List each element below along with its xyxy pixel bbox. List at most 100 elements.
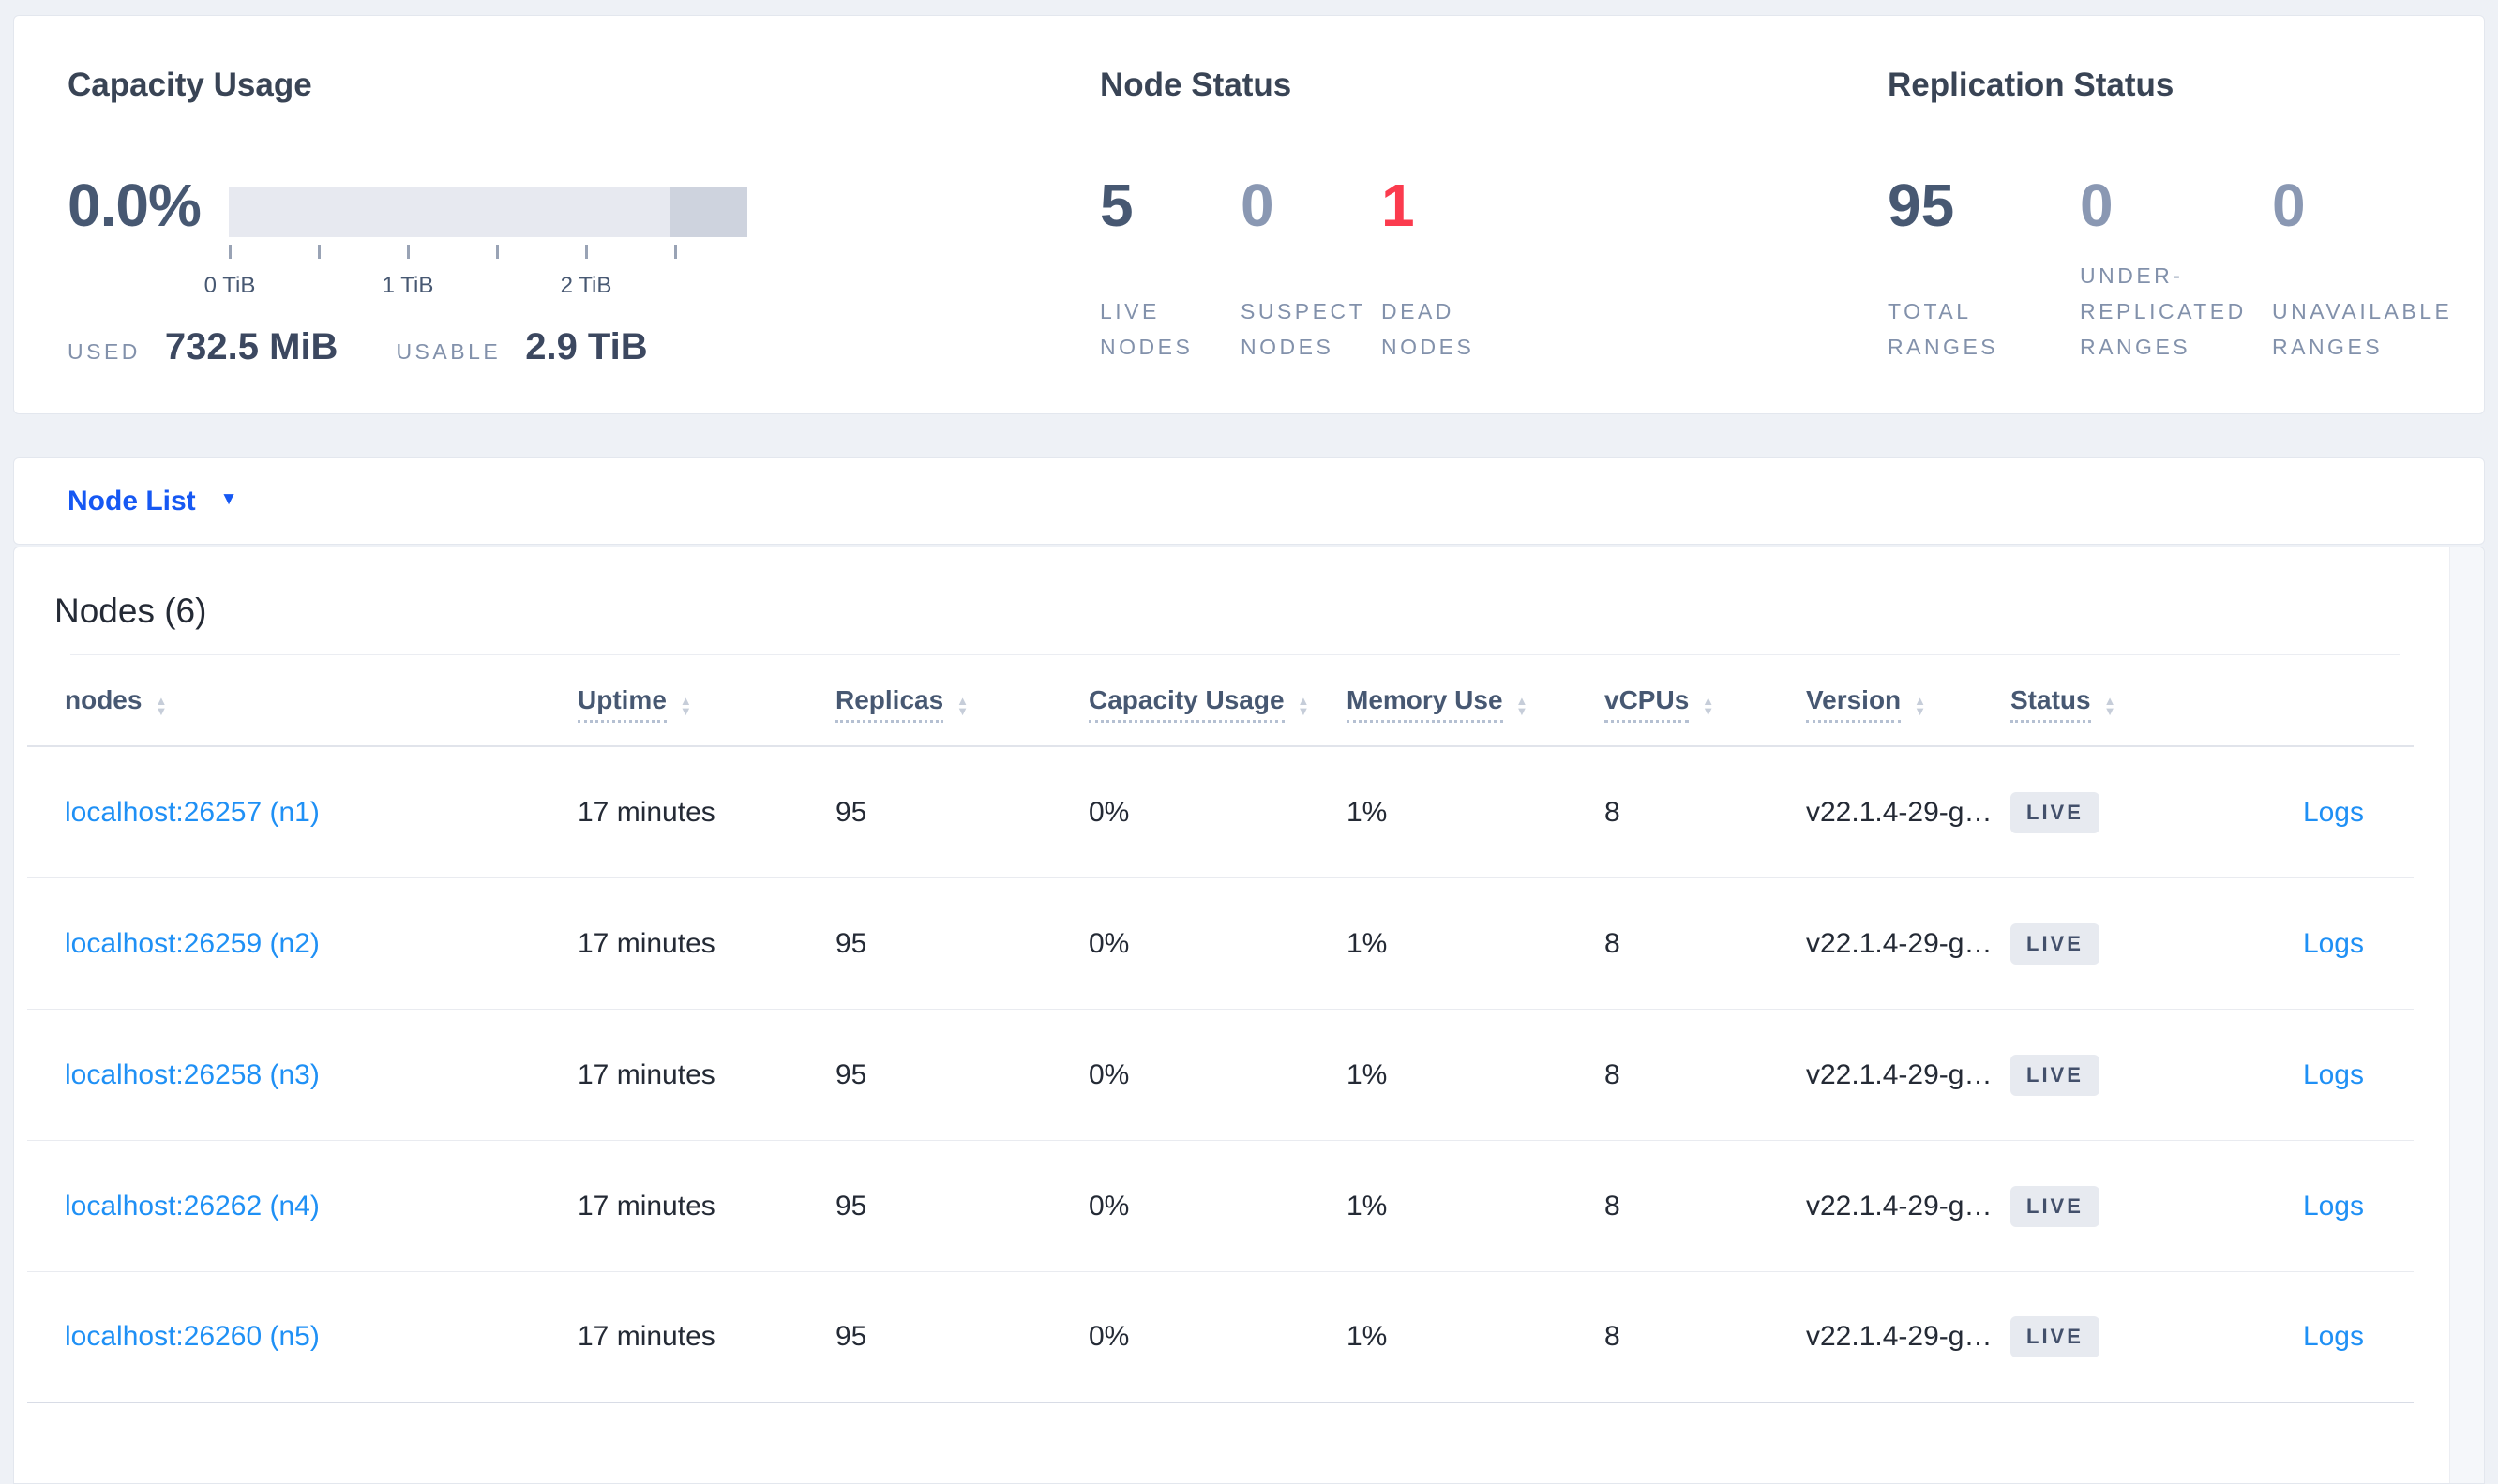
axis-tick (407, 245, 410, 259)
table-row: localhost:26259 (n2) 17 minutes 95 0% 1%… (27, 878, 2414, 1010)
status-cell: LIVE (2010, 1185, 2235, 1227)
axis-tick (318, 245, 321, 259)
replication-status-stats: 95 TOTAL RANGES 0 UNDER-REPLICATED RANGE… (1888, 172, 2464, 413)
sort-icon: ▲ ▼ (2103, 694, 2116, 718)
column-header-label: nodes (65, 685, 143, 714)
column-header[interactable]: Memory Use ▲ ▼ (1347, 685, 1604, 723)
stat-value: 0 (1241, 172, 1274, 239)
summary-stat: 0 SUSPECT NODES (1241, 172, 1381, 413)
table-header-row: nodes ▲ ▼ Uptime ▲ ▼ Replicas ▲ ▼ Capacity Usa… (27, 655, 2414, 747)
table-row: localhost:26262 (n4) 17 minutes 95 0% 1%… (27, 1141, 2414, 1272)
stat-value: 0 (2272, 172, 2306, 239)
sort-icon: ▲ ▼ (1297, 694, 1310, 718)
chevron-down-icon[interactable]: ▼ (219, 488, 238, 509)
status-cell: LIVE (2010, 791, 2235, 833)
column-header[interactable]: Status ▲ ▼ (2010, 685, 2235, 723)
axis-tick (229, 245, 232, 259)
axis-tick-label: 1 TiB (382, 273, 434, 298)
node-link[interactable]: localhost:26262 (n4) (65, 1190, 320, 1222)
column-header[interactable]: nodes ▲ ▼ (27, 685, 578, 718)
used-value: 732.5 MiB (164, 326, 339, 367)
capacity-percent: 0.0% (68, 172, 202, 239)
version-cell: v22.1.4-29-g… (1806, 1321, 1993, 1352)
logs-link[interactable]: Logs (2302, 927, 2364, 959)
axis-tick-label: 2 TiB (560, 273, 612, 298)
logs-link[interactable]: Logs (2302, 1058, 2364, 1090)
stat-label: DEAD NODES (1381, 299, 1475, 359)
uptime-cell: 17 minutes (578, 1190, 715, 1222)
nodes-table: nodes ▲ ▼ Uptime ▲ ▼ Replicas ▲ ▼ Capacity Usa… (27, 655, 2414, 1403)
stat-label: UNDER-REPLICATED RANGES (2080, 263, 2247, 359)
capacity-usage-cell: 0% (1089, 1058, 1130, 1090)
column-header-label: Uptime (578, 685, 667, 723)
capacity-usage-cell: 0% (1089, 796, 1130, 828)
axis-tick (674, 245, 677, 259)
node-link[interactable]: localhost:26258 (n3) (65, 1058, 320, 1090)
column-header-label: Status (2010, 685, 2091, 723)
summary-stat: 0 UNDER-REPLICATED RANGES (2080, 172, 2272, 413)
uptime-cell: 17 minutes (578, 1321, 715, 1352)
column-header[interactable]: Version ▲ ▼ (1806, 685, 2010, 723)
nodes-count-title: Nodes (6) (54, 592, 207, 630)
vcpus-cell: 8 (1604, 1058, 1620, 1090)
version-cell: v22.1.4-29-g… (1806, 1190, 1993, 1222)
version-cell: v22.1.4-29-g… (1806, 796, 1993, 828)
column-header[interactable]: vCPUs ▲ ▼ (1604, 685, 1806, 723)
replication-status-title: Replication Status (1888, 67, 2174, 103)
memory-use-cell: 1% (1347, 796, 1388, 828)
column-header[interactable]: Uptime ▲ ▼ (578, 685, 835, 723)
column-header[interactable]: Replicas ▲ ▼ (835, 685, 1089, 723)
memory-use-cell: 1% (1347, 1321, 1388, 1352)
node-link[interactable]: localhost:26257 (n1) (65, 796, 320, 828)
sort-icon: ▲ ▼ (1914, 694, 1927, 718)
uptime-cell: 17 minutes (578, 796, 715, 828)
status-cell: LIVE (2010, 1316, 2235, 1357)
capacity-usage-cell: 0% (1089, 927, 1130, 959)
stat-value: 1 (1381, 172, 1415, 239)
sort-icon: ▲ ▼ (1702, 694, 1715, 718)
replication-status-section: Replication Status 95 TOTAL RANGES 0 UND… (1888, 16, 2469, 413)
uptime-cell: 17 minutes (578, 927, 715, 959)
sort-icon: ▲ ▼ (956, 694, 970, 718)
node-status-section: Node Status 5 LIVE NODES 0 SUSPECT NODES… (1100, 16, 1813, 413)
node-link[interactable]: localhost:26260 (n5) (65, 1321, 320, 1352)
memory-use-cell: 1% (1347, 1058, 1388, 1090)
memory-use-cell: 1% (1347, 927, 1388, 959)
nodes-panel: Nodes (6) nodes ▲ ▼ Uptime ▲ ▼ Replicas ▲ ▼ Ca… (13, 547, 2485, 1484)
capacity-used-usable-row: USED 732.5 MiB USABLE 2.9 TiB (68, 326, 648, 368)
replicas-cell: 95 (835, 1058, 867, 1090)
stat-label: UNAVAILABLE RANGES (2272, 299, 2453, 359)
scrollbar-gutter[interactable] (2449, 547, 2484, 1483)
divider (70, 654, 2400, 655)
usable-label: USABLE (396, 339, 502, 364)
node-link[interactable]: localhost:26259 (n2) (65, 927, 320, 959)
capacity-bar (229, 187, 747, 237)
table-row: localhost:26257 (n1) 17 minutes 95 0% 1%… (27, 747, 2414, 878)
status-badge: LIVE (2010, 1316, 2099, 1357)
version-cell: v22.1.4-29-g… (1806, 1058, 1993, 1090)
replicas-cell: 95 (835, 1190, 867, 1222)
status-badge: LIVE (2010, 922, 2099, 965)
summary-stat: 1 DEAD NODES (1381, 172, 1522, 413)
capacity-usage-cell: 0% (1089, 1321, 1130, 1352)
column-header-label: Replicas (835, 685, 944, 723)
stat-label: LIVE NODES (1100, 299, 1194, 359)
vcpus-cell: 8 (1604, 927, 1620, 959)
replicas-cell: 95 (835, 1321, 867, 1352)
sort-icon: ▲ ▼ (1515, 694, 1528, 718)
stat-label: SUSPECT NODES (1241, 299, 1365, 359)
uptime-cell: 17 minutes (578, 1058, 715, 1090)
status-cell: LIVE (2010, 1054, 2235, 1096)
sort-icon: ▲ ▼ (155, 694, 168, 718)
logs-link[interactable]: Logs (2302, 1321, 2364, 1352)
capacity-usage-title: Capacity Usage (68, 67, 312, 103)
column-header[interactable]: Capacity Usage ▲ ▼ (1089, 685, 1347, 723)
logs-link[interactable]: Logs (2302, 796, 2364, 828)
status-badge: LIVE (2010, 1054, 2099, 1096)
summary-stat: 0 UNAVAILABLE RANGES (2272, 172, 2464, 413)
logs-link[interactable]: Logs (2302, 1190, 2364, 1222)
used-label: USED (68, 339, 141, 364)
capacity-bar-usable-segment (229, 187, 670, 237)
node-list-dropdown[interactable]: Node List (68, 485, 196, 517)
version-cell: v22.1.4-29-g… (1806, 927, 1993, 959)
